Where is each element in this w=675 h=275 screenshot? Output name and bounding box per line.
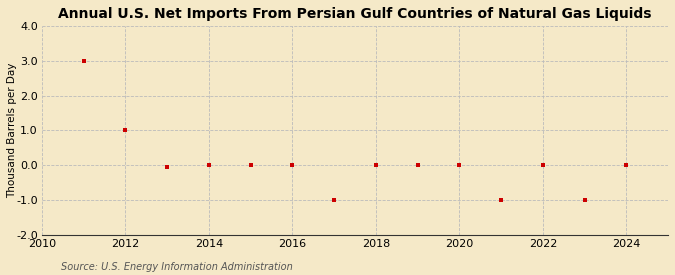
Point [495, 198, 506, 202]
Point [454, 163, 465, 167]
Point [537, 163, 548, 167]
Y-axis label: Thousand Barrels per Day: Thousand Barrels per Day [7, 63, 17, 198]
Point [621, 163, 632, 167]
Text: Source: U.S. Energy Information Administration: Source: U.S. Energy Information Administ… [61, 262, 292, 272]
Point [245, 163, 256, 167]
Point [162, 165, 173, 169]
Point [371, 163, 381, 167]
Point [412, 163, 423, 167]
Point [120, 128, 131, 133]
Point [579, 198, 590, 202]
Point [204, 163, 215, 167]
Point [329, 198, 340, 202]
Point [78, 59, 89, 63]
Point [287, 163, 298, 167]
Title: Annual U.S. Net Imports From Persian Gulf Countries of Natural Gas Liquids: Annual U.S. Net Imports From Persian Gul… [58, 7, 652, 21]
